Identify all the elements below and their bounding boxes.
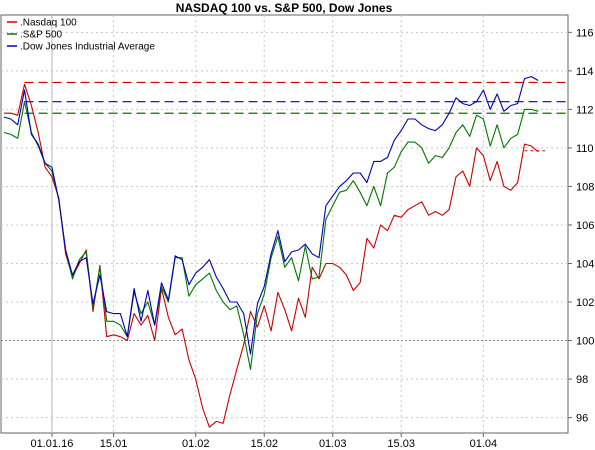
y-tick-label: 104 (576, 258, 594, 270)
legend: .Nasdaq 100.S&P 500.Dow Jones Industrial… (7, 18, 155, 53)
chart-title: NASDAQ 100 vs. S&P 500, Dow Jones (175, 1, 393, 15)
x-tick-label: 15.02 (250, 438, 278, 450)
legend-label: .Dow Jones Industrial Average (20, 42, 155, 53)
x-tick-label: 15.01 (100, 438, 128, 450)
y-tick-label: 102 (576, 297, 594, 309)
reference-lines (24, 81, 568, 152)
grid-lines (1, 15, 568, 433)
legend-label: .S&P 500 (20, 30, 63, 41)
x-axis: 01.01.16 15.01 01.02 15.02 01.03 15.03 01.04 (31, 433, 498, 450)
y-axis: 96 98 100 102 104 106 108 110 112 114 116 (568, 27, 594, 425)
x-tick-label: 01.04 (470, 438, 498, 450)
y-tick-label: 106 (576, 220, 594, 232)
y-tick-label: 110 (576, 143, 594, 155)
x-tick-label: 01.03 (319, 438, 347, 450)
y-tick-label: 112 (576, 104, 594, 116)
legend-label: .Nasdaq 100 (20, 18, 77, 29)
y-tick-label: 116 (576, 27, 594, 39)
series-line (3, 76, 539, 355)
series-line (3, 101, 539, 370)
y-tick-label: 100 (576, 336, 594, 348)
plot-border (0, 14, 569, 434)
x-tick-label: 01.01.16 (31, 438, 74, 450)
x-tick-label: 15.03 (387, 438, 415, 450)
y-tick-label: 96 (576, 413, 588, 425)
series-line (4, 83, 539, 428)
x-tick-label: 01.02 (182, 438, 210, 450)
series-lines (3, 76, 539, 428)
y-tick-label: 114 (576, 66, 594, 78)
y-tick-label: 108 (576, 181, 594, 193)
y-tick-label: 98 (576, 374, 588, 386)
